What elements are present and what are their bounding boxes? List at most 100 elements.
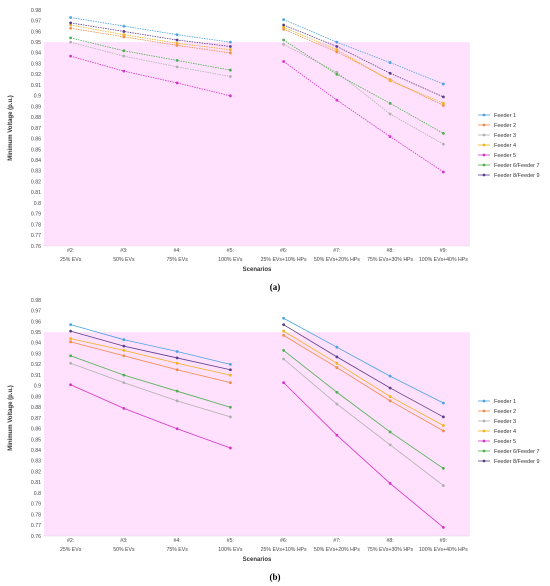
y-tick-label: 0.96 bbox=[31, 29, 41, 35]
x-tick-label: #5: 100% EVs bbox=[218, 538, 243, 553]
y-tick-label: 0.83 bbox=[31, 169, 41, 175]
legend-swatch-marker bbox=[482, 419, 486, 423]
data-point bbox=[228, 405, 232, 409]
data-point bbox=[441, 526, 445, 529]
panel-label-a: (a) bbox=[270, 282, 281, 292]
data-point bbox=[388, 430, 392, 434]
x-tick-label: #9: 100% EVs+40% HPs bbox=[419, 538, 468, 553]
data-point bbox=[441, 131, 445, 135]
data-point bbox=[228, 68, 232, 72]
data-point bbox=[122, 349, 126, 352]
data-point bbox=[335, 48, 339, 52]
data-point bbox=[122, 344, 126, 348]
panel-label-b: (b) bbox=[270, 572, 281, 582]
data-point bbox=[175, 41, 179, 45]
y-tick-label: 0.77 bbox=[31, 233, 41, 239]
data-point bbox=[122, 33, 126, 37]
series-line bbox=[70, 384, 231, 449]
y-tick-label: 0.85 bbox=[31, 147, 41, 153]
legend-entry: Feeder 2 bbox=[494, 123, 516, 129]
series-line bbox=[70, 330, 231, 371]
data-point bbox=[228, 368, 232, 372]
x-tick-label: #6: 25% EVs+10% HPs bbox=[261, 538, 307, 553]
data-point bbox=[282, 23, 286, 27]
data-point bbox=[388, 135, 392, 138]
legend-entry: Feeder 5 bbox=[494, 153, 516, 159]
data-point bbox=[122, 381, 126, 384]
series-line bbox=[283, 335, 444, 432]
data-point bbox=[388, 61, 392, 64]
y-tick-label: 0.98 bbox=[31, 298, 41, 304]
y-tick-label: 0.92 bbox=[31, 362, 41, 368]
y-tick-label: 0.79 bbox=[31, 212, 41, 218]
legend-swatch-marker bbox=[482, 143, 486, 147]
data-point bbox=[122, 373, 126, 377]
data-point bbox=[335, 70, 339, 74]
data-point bbox=[335, 361, 339, 365]
legend-entry: Feeder 5 bbox=[494, 439, 516, 445]
x-axis-title: Scenarios bbox=[243, 267, 272, 273]
legend-swatch-marker bbox=[482, 399, 486, 403]
data-point bbox=[69, 40, 73, 44]
series-line bbox=[283, 350, 444, 469]
y-tick-label: 0.87 bbox=[31, 416, 41, 422]
data-point bbox=[69, 21, 73, 25]
y-tick-label: 0.78 bbox=[31, 512, 41, 518]
data-point bbox=[69, 329, 73, 333]
data-point bbox=[122, 69, 126, 73]
data-point bbox=[122, 354, 126, 358]
data-point bbox=[388, 399, 392, 403]
y-tick-label: 0.79 bbox=[31, 502, 41, 508]
data-point bbox=[282, 42, 286, 46]
y-tick-label: 0.94 bbox=[31, 341, 41, 347]
series-line bbox=[70, 355, 231, 408]
legend-swatch-marker bbox=[482, 163, 486, 167]
y-tick-label: 0.95 bbox=[31, 330, 41, 336]
data-point bbox=[441, 142, 445, 146]
data-point bbox=[335, 345, 339, 349]
data-point bbox=[335, 366, 339, 369]
series-line bbox=[283, 39, 444, 134]
legend-swatch-marker bbox=[482, 123, 486, 127]
x-axis-title: Scenarios bbox=[243, 557, 272, 563]
data-point bbox=[335, 72, 339, 76]
data-point bbox=[228, 51, 232, 55]
data-point bbox=[122, 24, 126, 28]
data-point bbox=[228, 446, 232, 450]
series-line bbox=[283, 382, 444, 528]
data-point bbox=[228, 45, 232, 48]
data-point bbox=[282, 334, 286, 337]
data-point bbox=[441, 401, 445, 405]
y-tick-label: 0.97 bbox=[31, 309, 41, 315]
data-point bbox=[388, 101, 392, 105]
x-tick-label: #6: 25% EVs+10% HPs bbox=[261, 248, 307, 263]
y-tick-label: 0.9 bbox=[34, 384, 41, 390]
legend-swatch-marker bbox=[482, 459, 486, 463]
y-tick-label: 0.93 bbox=[31, 61, 41, 67]
series-line bbox=[70, 341, 231, 383]
data-point bbox=[282, 316, 286, 320]
legend-entry: Feeder 4 bbox=[494, 143, 516, 149]
series-line bbox=[70, 22, 231, 47]
chart-panel-a: 0.76 0.77 0.78 0.79 0.8 0.81 0.82 0.83 0.84 0.85 0… bbox=[8, 8, 540, 273]
data-point bbox=[175, 350, 179, 353]
y-tick-label: 0.87 bbox=[31, 126, 41, 132]
data-point bbox=[388, 395, 392, 398]
data-point bbox=[175, 368, 179, 372]
series-line bbox=[283, 330, 444, 426]
legend-entry: Feeder 3 bbox=[494, 133, 516, 139]
y-tick-label: 0.81 bbox=[31, 480, 41, 486]
x-tick-label: #9: 100% EVs+40% HPs bbox=[419, 248, 468, 263]
y-tick-label: 0.77 bbox=[31, 523, 41, 529]
data-point bbox=[388, 374, 392, 378]
data-point bbox=[228, 48, 232, 52]
y-axis-title: Minimum Voltage (p.u.) bbox=[8, 385, 14, 451]
data-point bbox=[228, 75, 232, 78]
data-point bbox=[282, 18, 286, 22]
legend-entry: Feeder 4 bbox=[494, 429, 516, 435]
data-point bbox=[282, 329, 286, 333]
data-point bbox=[69, 337, 73, 341]
data-point bbox=[441, 82, 445, 86]
x-tick-label: #3: 50% EVs bbox=[113, 538, 135, 553]
